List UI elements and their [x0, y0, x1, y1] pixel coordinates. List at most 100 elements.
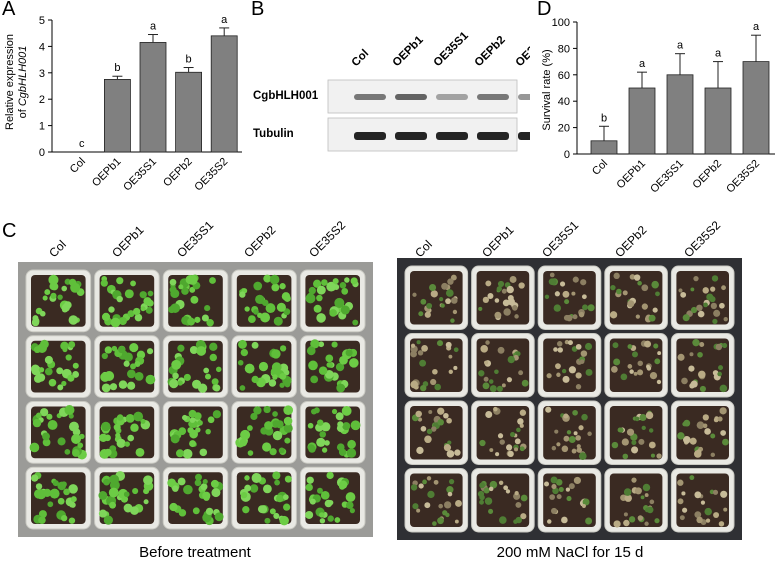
- plant-leaf: [575, 372, 582, 379]
- plant-leaf: [418, 483, 424, 489]
- plant-leaf: [253, 309, 259, 315]
- plant-leaf: [495, 452, 500, 457]
- plant-leaf: [318, 341, 325, 348]
- plant-leaf: [503, 308, 511, 316]
- plant-leaf: [649, 371, 658, 380]
- plant-leaf: [520, 513, 527, 520]
- significance-label: b: [601, 112, 607, 124]
- plant-leaf: [145, 374, 156, 385]
- plant-leaf: [133, 411, 144, 422]
- plant-leaf: [199, 448, 208, 457]
- plant-leaf: [48, 274, 59, 285]
- plant-leaf: [677, 353, 685, 361]
- plant-leaf: [622, 290, 628, 296]
- plant-leaf: [316, 437, 326, 447]
- plant-leaf: [127, 434, 135, 442]
- plant-leaf: [278, 447, 285, 454]
- plant-leaf: [478, 370, 485, 377]
- plant-leaf: [575, 343, 582, 350]
- bar: [742, 61, 770, 155]
- bar: [628, 87, 656, 155]
- plant-leaf: [209, 342, 218, 352]
- plant-leaf: [696, 304, 703, 312]
- plant-leaf: [35, 412, 42, 419]
- panel-letter-c: C: [2, 220, 17, 242]
- plant-leaf: [633, 371, 638, 376]
- plant-leaf: [284, 437, 291, 444]
- plant-leaf: [104, 434, 111, 442]
- plant-leaf: [439, 297, 444, 302]
- plant-leaf: [484, 497, 493, 505]
- y-tick-label: 1: [39, 121, 45, 133]
- plant-leaf: [47, 420, 58, 430]
- plant-leaf: [450, 318, 455, 323]
- plant-leaf: [565, 487, 571, 492]
- plant-leaf: [484, 360, 489, 365]
- blot-row-label: Tubulin: [253, 128, 294, 140]
- plant-leaf: [445, 289, 454, 297]
- plant-leaf: [428, 409, 433, 414]
- plant-leaf: [479, 482, 486, 489]
- plant-leaf: [431, 426, 437, 432]
- plant-leaf: [269, 274, 280, 285]
- plant-leaf: [306, 346, 316, 356]
- plant-leaf: [210, 479, 219, 488]
- plant-leaf: [337, 421, 344, 428]
- plant-leaf: [319, 518, 326, 524]
- plant-leaf: [518, 282, 525, 289]
- plant-leaf: [350, 277, 358, 285]
- plant-leaf: [189, 346, 198, 355]
- plant-leaf: [424, 502, 431, 509]
- plant-leaf: [272, 411, 278, 417]
- plant-leaf: [546, 373, 552, 379]
- plant-leaf: [710, 302, 718, 309]
- plant-leaf: [496, 385, 503, 392]
- plant-leaf: [426, 428, 433, 435]
- plant-leaf: [194, 316, 201, 323]
- plant-leaf: [33, 374, 43, 383]
- bar: [175, 71, 203, 153]
- plant-leaf: [710, 433, 716, 439]
- plant-leaf: [202, 512, 212, 523]
- plant-leaf: [585, 368, 593, 376]
- plant-leaf: [284, 475, 292, 483]
- plant-leaf: [693, 275, 699, 282]
- plant-leaf: [275, 420, 284, 429]
- plant-leaf: [111, 345, 118, 352]
- plant-leaf: [549, 278, 557, 286]
- plant-leaf: [656, 453, 662, 459]
- plant-leaf: [626, 428, 635, 436]
- plant-leaf: [417, 350, 424, 356]
- plant-leaf: [249, 484, 259, 493]
- plant-leaf: [637, 369, 644, 376]
- plant-leaf: [321, 279, 328, 286]
- plant-leaf: [694, 511, 702, 519]
- plant-leaf: [516, 427, 521, 433]
- plant-leaf: [620, 373, 628, 381]
- plant-leaf: [454, 449, 461, 456]
- plant-leaf: [274, 479, 280, 486]
- plant-leaf: [316, 313, 326, 323]
- plant-leaf: [580, 350, 588, 357]
- plant-leaf: [507, 450, 514, 458]
- plant-leaf: [613, 358, 621, 366]
- plant-leaf: [118, 380, 128, 389]
- plant-leaf: [715, 343, 723, 351]
- plant-leaf: [515, 501, 522, 508]
- plant-leaf: [170, 303, 180, 313]
- plant-leaf: [571, 291, 576, 296]
- plant-leaf: [244, 484, 252, 492]
- plant-leaf: [587, 431, 592, 437]
- plant-leaf: [178, 284, 184, 290]
- plant-leaf: [640, 495, 645, 500]
- plant-leaf: [195, 427, 201, 433]
- plant-leaf: [347, 439, 356, 449]
- plant-leaf: [551, 484, 557, 490]
- plant-leaf: [575, 384, 582, 390]
- plant-leaf: [305, 483, 313, 492]
- plant-leaf: [258, 361, 269, 372]
- plant-leaf: [579, 359, 585, 364]
- plant-leaf: [334, 517, 341, 523]
- y-tick-label: 4: [39, 41, 45, 53]
- plant-leaf: [38, 516, 46, 525]
